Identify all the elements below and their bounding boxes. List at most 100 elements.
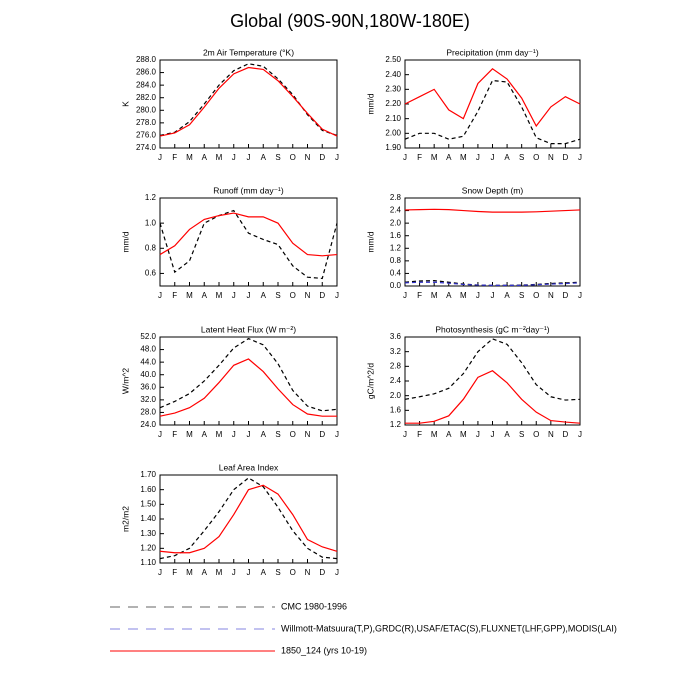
x-tick-label: A — [504, 153, 510, 162]
y-tick-label: 2.8 — [390, 193, 402, 202]
y-tick-label: 48.0 — [140, 345, 156, 354]
series-line — [405, 370, 581, 424]
x-tick-label: O — [533, 291, 539, 300]
x-tick-label: F — [417, 153, 422, 162]
figure-title: Global (90S-90N,180W-180E) — [230, 11, 470, 31]
x-tick-label: D — [319, 430, 325, 439]
x-tick-label: M — [216, 291, 223, 300]
panel-title: Leaf Area Index — [219, 462, 279, 472]
y-tick-label: 282.0 — [136, 93, 157, 102]
x-tick-label: J — [232, 291, 236, 300]
x-tick-label: J — [335, 430, 339, 439]
x-tick-label: J — [247, 153, 251, 162]
y-tick-label: 0.8 — [145, 243, 157, 252]
x-tick-label: J — [403, 153, 407, 162]
plot-frame — [159, 59, 338, 149]
x-tick-label: A — [202, 430, 208, 439]
series-line — [159, 477, 338, 560]
legend-label: Willmott-Matsuura(T,P),GRDC(R),USAF/ETAC… — [281, 623, 617, 633]
y-tick-label: 276.0 — [136, 131, 157, 140]
legend-label: 1850_124 (yrs 10-19) — [281, 645, 367, 655]
y-axis-label: mm/d — [365, 231, 375, 253]
y-tick-label: 284.0 — [136, 80, 157, 89]
y-tick-label: 2.0 — [390, 391, 402, 400]
y-axis-label: m2/m2 — [120, 506, 130, 532]
x-tick-label: A — [261, 153, 267, 162]
x-tick-label: J — [578, 430, 582, 439]
y-tick-label: 1.6 — [390, 231, 402, 240]
x-tick-label: J — [247, 291, 251, 300]
y-axis-label: W/m^2 — [120, 368, 130, 394]
x-tick-label: D — [319, 153, 325, 162]
y-axis-label: mm/d — [120, 231, 130, 253]
x-tick-label: S — [275, 153, 280, 162]
x-tick-label: D — [319, 568, 325, 577]
y-tick-label: 2.20 — [385, 99, 401, 108]
y-tick-label: 36.0 — [140, 382, 156, 391]
x-tick-label: M — [431, 153, 438, 162]
x-tick-label: M — [216, 430, 223, 439]
y-tick-label: 1.30 — [140, 529, 156, 538]
y-tick-label: 0.6 — [145, 269, 157, 278]
x-tick-label: A — [202, 568, 208, 577]
series-line — [404, 208, 581, 213]
x-tick-label: J — [247, 568, 251, 577]
x-tick-label: F — [417, 430, 422, 439]
y-tick-label: 1.6 — [390, 405, 402, 414]
x-tick-label: O — [533, 153, 539, 162]
y-tick-label: 0.0 — [390, 281, 402, 290]
y-tick-label: 1.0 — [145, 218, 157, 227]
panel-title: 2m Air Temperature (°K) — [203, 47, 294, 57]
x-tick-label: M — [460, 430, 467, 439]
x-tick-label: O — [290, 568, 296, 577]
x-tick-label: J — [335, 153, 339, 162]
y-tick-label: 0.8 — [390, 256, 402, 265]
x-tick-label: J — [335, 291, 339, 300]
y-tick-label: 274.0 — [136, 143, 157, 152]
x-tick-label: S — [275, 568, 280, 577]
x-tick-label: A — [261, 568, 267, 577]
series-line — [159, 358, 337, 417]
x-tick-label: M — [431, 430, 438, 439]
x-tick-label: A — [446, 430, 452, 439]
plot-frame — [159, 197, 338, 287]
x-tick-label: J — [578, 291, 582, 300]
x-tick-label: D — [563, 291, 569, 300]
x-tick-label: J — [403, 291, 407, 300]
y-tick-label: 286.0 — [136, 68, 157, 77]
series-line — [159, 66, 338, 137]
x-tick-label: J — [491, 291, 495, 300]
x-tick-label: M — [216, 568, 223, 577]
x-tick-label: D — [563, 430, 569, 439]
y-tick-label: 24.0 — [140, 420, 156, 429]
x-tick-label: F — [417, 291, 422, 300]
y-tick-label: 1.2 — [390, 420, 402, 429]
y-tick-label: 1.2 — [145, 193, 157, 202]
x-tick-label: J — [158, 430, 162, 439]
x-tick-label: N — [548, 153, 554, 162]
x-tick-label: J — [232, 430, 236, 439]
x-tick-label: M — [186, 291, 193, 300]
series-line — [159, 209, 338, 280]
x-tick-label: M — [186, 568, 193, 577]
y-tick-label: 2.40 — [385, 70, 401, 79]
x-tick-label: J — [578, 153, 582, 162]
x-tick-label: F — [172, 430, 177, 439]
x-tick-label: A — [446, 153, 452, 162]
x-tick-label: J — [491, 430, 495, 439]
y-tick-label: 278.0 — [136, 118, 157, 127]
x-tick-label: N — [305, 568, 311, 577]
y-tick-label: 32.0 — [140, 395, 156, 404]
y-tick-label: 0.4 — [390, 269, 402, 278]
x-tick-label: N — [548, 291, 554, 300]
y-tick-label: 52.0 — [140, 332, 156, 341]
x-tick-label: O — [533, 430, 539, 439]
x-tick-label: S — [275, 291, 280, 300]
series-line — [159, 484, 338, 554]
x-tick-label: J — [403, 430, 407, 439]
x-tick-label: A — [261, 291, 267, 300]
series-line — [404, 338, 581, 401]
y-tick-label: 2.4 — [390, 206, 402, 215]
y-tick-label: 1.90 — [385, 143, 401, 152]
